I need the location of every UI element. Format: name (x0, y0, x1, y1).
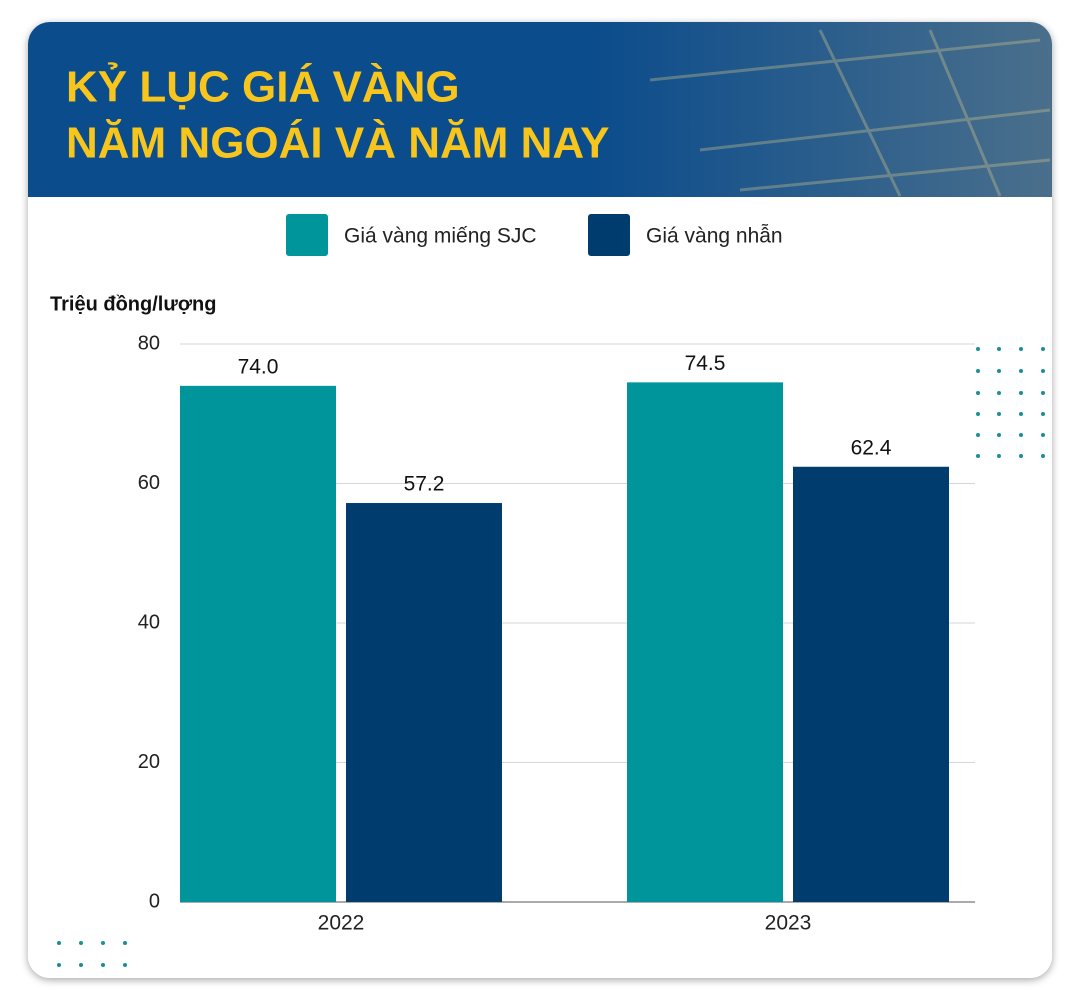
value-label: 74.5 (685, 352, 726, 375)
value-label: 57.2 (404, 473, 445, 496)
y-tick-label: 20 (138, 751, 160, 773)
bar (180, 385, 336, 903)
title-line: KỶ LỤC GIÁ VÀNG (66, 62, 460, 112)
header (28, 22, 1052, 197)
legend-label: Giá vàng nhẫn (646, 225, 783, 248)
gold-decoration (649, 29, 1051, 197)
legend-label: Giá vàng miếng SJC (344, 225, 537, 248)
value-label: 74.0 (238, 355, 279, 378)
header-bg (28, 22, 1052, 197)
title-line: NĂM NGOÁI VÀ NĂM NAY (66, 118, 610, 168)
y-tick-label: 60 (138, 472, 160, 494)
y-axis-label: Triệu đồng/lượng (50, 293, 216, 315)
y-tick-label: 0 (149, 890, 160, 912)
y-tick-label: 40 (138, 611, 160, 633)
dots-decoration (57, 347, 1045, 967)
bar (346, 503, 502, 902)
value-label: 62.4 (851, 436, 892, 459)
legend-swatch (286, 214, 328, 256)
bar (793, 466, 949, 902)
legend-swatch (588, 214, 630, 256)
x-tick-label: 2022 (318, 912, 365, 935)
x-tick-label: 2023 (765, 912, 812, 935)
y-tick-label: 80 (138, 332, 160, 354)
bar (627, 382, 783, 902)
